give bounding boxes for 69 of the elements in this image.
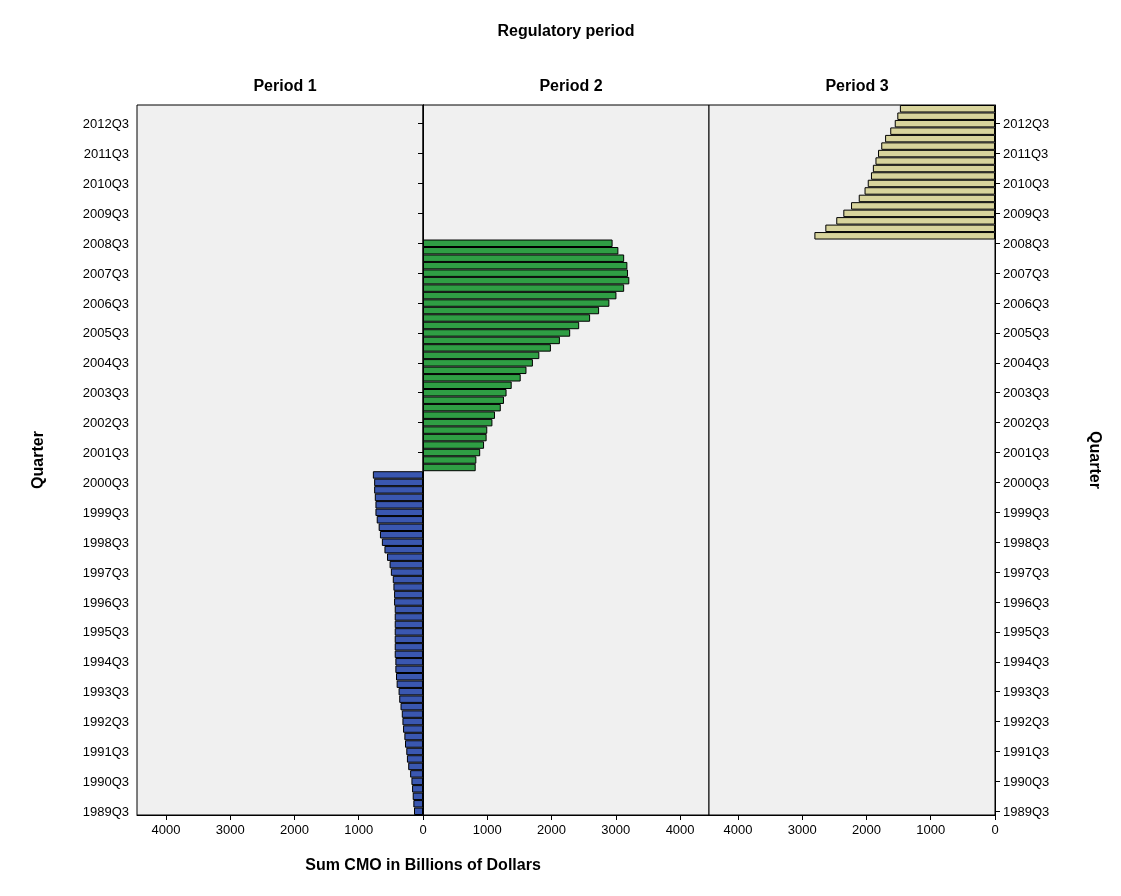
y-tick-label: 2009Q3 [1003, 205, 1050, 221]
x-tick-label: 4000 [665, 822, 695, 837]
y-tick-label: 2002Q3 [82, 415, 129, 431]
y-tick-label: 1989Q3 [1003, 803, 1050, 819]
y-tick-label: 2003Q3 [1003, 385, 1050, 401]
x-tick-label: 4000 [723, 822, 753, 837]
y-tick-label: 2000Q3 [1003, 474, 1050, 490]
y-tick-label: 1995Q3 [82, 624, 129, 640]
y-tick-label: 2010Q3 [82, 175, 129, 191]
x-tick-label: 0 [419, 822, 427, 837]
y-tick-label: 1998Q3 [82, 534, 129, 550]
y-tick-label: 1991Q3 [1003, 743, 1050, 759]
y-tick-label: 1997Q3 [82, 564, 129, 580]
y-tick-label: 2004Q3 [82, 355, 129, 371]
x-tick-label: 0 [991, 822, 999, 837]
y-tick-label: 1990Q3 [1003, 773, 1050, 789]
y-tick-label: 1999Q3 [1003, 504, 1050, 520]
y-tick-label: 1992Q3 [82, 714, 129, 730]
y-tick-label: 1994Q3 [82, 654, 129, 670]
y-tick-label: 1990Q3 [82, 773, 129, 789]
x-tick-label: 1000 [472, 822, 502, 837]
y-tick-label: 1998Q3 [1003, 534, 1050, 550]
y-tick-label: 1995Q3 [1003, 624, 1050, 640]
y-tick-label: 2011Q3 [83, 146, 129, 162]
y-tick-label: 2000Q3 [82, 474, 129, 490]
x-tick-label: 2000 [280, 822, 309, 837]
y-tick-label: 2012Q3 [82, 116, 129, 132]
y-tick-label: 2008Q3 [82, 235, 129, 251]
text: Regulatory period [497, 21, 635, 39]
x-tick-label: 1000 [916, 822, 946, 837]
y-tick-label: 1999Q3 [82, 504, 129, 520]
y-tick-label: 2011Q3 [1003, 146, 1049, 162]
y-tick-label: 2007Q3 [82, 265, 129, 281]
chart-title: Period 3 [825, 76, 889, 94]
chart-title: Period 2 [539, 76, 603, 94]
y-tick-label: 2007Q3 [1003, 265, 1050, 281]
chart-title: Period 1 [253, 76, 317, 94]
y-tick-label: 1989Q3 [82, 803, 129, 819]
y-tick-label: 1991Q3 [82, 743, 129, 759]
y-tick-label: 2005Q3 [1003, 325, 1050, 341]
y-tick-label: 2002Q3 [1003, 415, 1050, 431]
y-tick-label: 1996Q3 [1003, 594, 1050, 610]
x-axis-title: Sum CMO in Billions of Dollars [305, 855, 541, 873]
y-tick-label: 2008Q3 [1003, 235, 1050, 251]
y-tick-label: 1997Q3 [1003, 564, 1050, 580]
y-tick-label: 1994Q3 [1003, 654, 1050, 670]
x-tick-label: 2000 [537, 822, 566, 837]
y-tick-label: 2005Q3 [82, 325, 129, 341]
y-tick-label: 1992Q3 [1003, 714, 1050, 730]
y-tick-label: 2004Q3 [1003, 355, 1050, 371]
y-tick-label: 2001Q3 [1003, 445, 1050, 461]
y-axis-title: Quarter [28, 431, 46, 489]
y-tick-label: 2012Q3 [1003, 116, 1050, 132]
y-tick-label: 1993Q3 [82, 684, 129, 700]
y-tick-label: 2001Q3 [82, 445, 129, 461]
y-tick-label: 2010Q3 [1003, 175, 1050, 191]
y-tick-label: 1996Q3 [82, 594, 129, 610]
y-tick-label: 2003Q3 [82, 385, 129, 401]
x-tick-label: 3000 [787, 822, 817, 837]
x-tick-label: 4000 [151, 822, 181, 837]
x-tick-label: 3000 [601, 822, 631, 837]
x-tick-label: 2000 [852, 822, 881, 837]
y-tick-label: 2009Q3 [82, 205, 129, 221]
x-tick-label: 3000 [215, 822, 245, 837]
y-axis-title: Quarter [1086, 431, 1104, 489]
y-tick-label: 2006Q3 [1003, 295, 1050, 311]
y-tick-label: 2006Q3 [82, 295, 129, 311]
x-tick-label: 1000 [344, 822, 374, 837]
y-tick-label: 1993Q3 [1003, 684, 1050, 700]
